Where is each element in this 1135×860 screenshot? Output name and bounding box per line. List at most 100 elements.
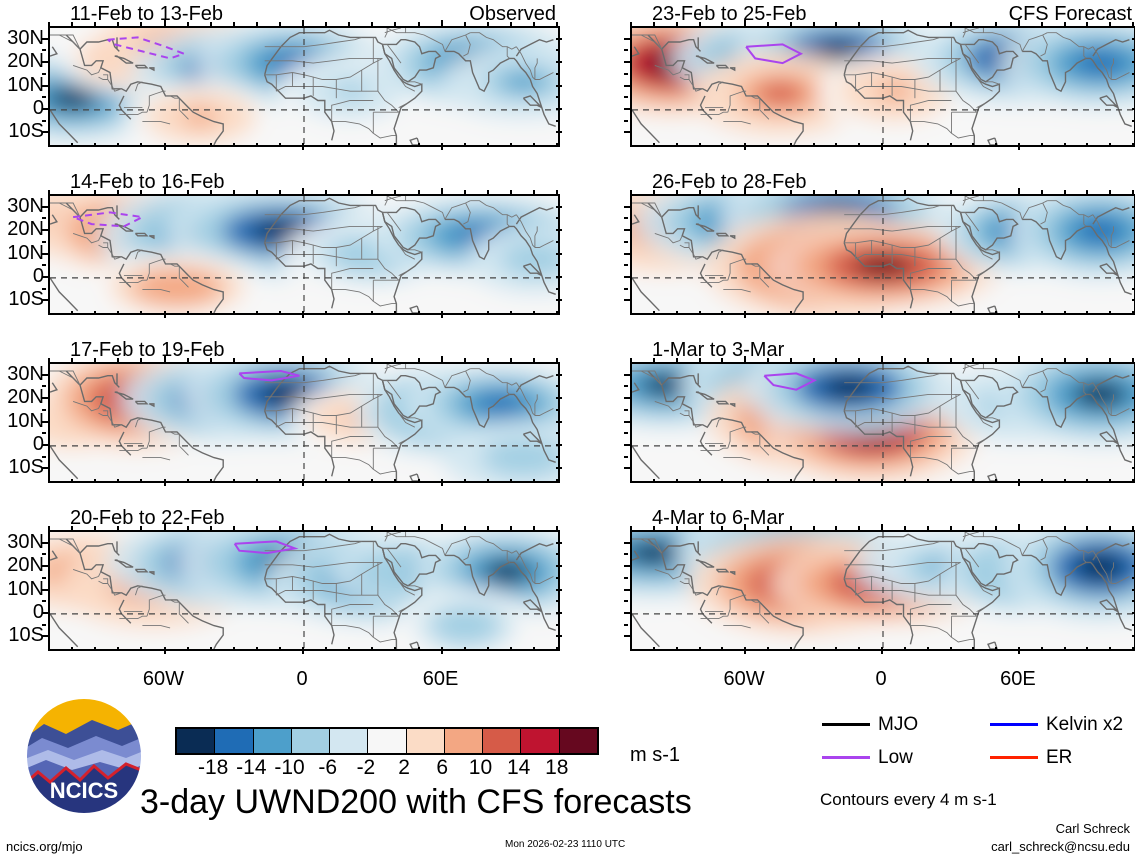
panel-title: 20-Feb to 22-Feb (70, 507, 225, 529)
colorbar-segment (482, 729, 521, 753)
x-tick-marks (630, 647, 1134, 654)
x-tick-marks-top (48, 188, 558, 194)
panel-title: 4-Mar to 6-Mar (652, 507, 785, 529)
x-tick-marks-top (48, 20, 558, 26)
y-tick-marks (624, 26, 637, 143)
colorbar-tick: -14 (236, 756, 267, 779)
x-tick-marks-top (48, 524, 558, 530)
y-axis-label: 0 (32, 264, 44, 287)
site-url: ncics.org/mjo (6, 839, 83, 854)
x-tick-marks (48, 479, 558, 486)
y-axis-label: 10N (7, 73, 44, 96)
ncics-logo: NCICS (22, 694, 146, 818)
legend-line-kelvin-x2 (990, 723, 1038, 726)
column-header-forecast: CFS Forecast (1008, 3, 1132, 25)
y-tick-marks (624, 362, 637, 479)
y-axis-label: 0 (32, 600, 44, 623)
y-axis-label: 20N (7, 386, 44, 409)
legend-label: ER (1046, 747, 1073, 768)
legend-label: MJO (878, 714, 919, 735)
map-plot (630, 530, 1135, 651)
y-tick-marks (42, 194, 55, 311)
y-axis-label: 10S (8, 456, 44, 479)
panel-title: 11-Feb to 13-Feb (70, 3, 224, 25)
colorbar-tick: -18 (197, 756, 229, 779)
panel-title: 23-Feb to 25-Feb (652, 3, 807, 25)
x-tick-marks-top (630, 188, 1134, 194)
y-axis-label: 10S (8, 288, 44, 311)
y-tick-marks (42, 26, 55, 143)
y-axis-label: 0 (32, 432, 44, 455)
page-title: 3-day UWND200 with CFS forecasts (140, 783, 692, 821)
map-plot (48, 362, 560, 483)
x-axis-label: 60W (723, 668, 765, 690)
x-tick-marks-top (630, 356, 1134, 362)
colorbar-tick: -10 (274, 756, 305, 779)
x-tick-marks-top (630, 524, 1134, 530)
x-tick-marks (630, 311, 1134, 318)
panel-title: 1-Mar to 3-Mar (652, 339, 785, 361)
y-axis-label: 10N (7, 409, 44, 432)
x-tick-marks (48, 647, 558, 654)
y-tick-marks (554, 530, 562, 647)
y-tick-marks (624, 530, 637, 647)
colorbar-segment (367, 729, 406, 753)
colorbar-tick: 18 (545, 756, 569, 779)
y-tick-marks (1130, 362, 1135, 479)
map-plot (48, 26, 560, 147)
y-axis-label: 10S (8, 120, 44, 143)
y-tick-marks (554, 194, 562, 311)
colorbar-tick: 10 (468, 756, 493, 779)
y-axis-label: 30N (7, 26, 44, 49)
colorbar-segment (405, 729, 444, 753)
colorbar (175, 727, 599, 755)
colorbar-segment (520, 729, 559, 753)
map-plot (48, 194, 560, 315)
colorbar-segment (290, 729, 330, 753)
map-plot (48, 530, 560, 651)
x-tick-marks (48, 143, 558, 150)
column-header-observed: Observed (469, 3, 556, 25)
legend-line-mjo (822, 723, 870, 726)
panel-title: 14-Feb to 16-Feb (70, 171, 225, 193)
map-plot (630, 362, 1135, 483)
x-axis-label: 60E (1000, 668, 1036, 690)
panel-title: 26-Feb to 28-Feb (652, 171, 807, 193)
map-plot (630, 194, 1135, 315)
y-axis-label: 0 (32, 96, 44, 119)
x-tick-marks (630, 143, 1134, 150)
colorbar-tick: 6 (436, 756, 449, 779)
y-axis-label: 30N (7, 362, 44, 385)
colorbar-segment (443, 729, 483, 753)
colorbar-tick: 2 (398, 756, 410, 779)
y-tick-marks (554, 362, 562, 479)
panel-title: 17-Feb to 19-Feb (70, 339, 225, 361)
y-tick-marks (624, 194, 637, 311)
y-axis-label: 30N (7, 194, 44, 217)
y-axis-label: 10N (7, 577, 44, 600)
legend-label: Low (878, 747, 913, 768)
y-axis-label: 20N (7, 50, 44, 73)
legend-label: Kelvin x2 (1046, 714, 1124, 735)
legend-line-er (990, 756, 1038, 759)
y-axis-label: 30N (7, 530, 44, 553)
x-axis-label: 60W (142, 668, 185, 690)
colorbar-segment (329, 729, 368, 753)
x-tick-marks (48, 311, 558, 318)
colorbar-units-label: m s-1 (630, 744, 680, 766)
map-plot (630, 26, 1135, 147)
colorbar-segment (252, 729, 291, 753)
contour-interval-note: Contours every 4 m s-1 (820, 790, 997, 809)
y-tick-marks (42, 530, 55, 647)
colorbar-segment (558, 729, 597, 753)
y-axis-label: 10S (8, 624, 44, 647)
x-tick-marks (630, 479, 1134, 486)
y-tick-marks (1130, 26, 1135, 143)
x-tick-marks-top (630, 20, 1134, 26)
y-axis-label: 20N (7, 218, 44, 241)
y-axis-label: 10N (7, 241, 44, 264)
y-tick-marks (1130, 194, 1135, 311)
colorbar-tick: 14 (506, 756, 531, 779)
x-axis-label: 60E (422, 668, 459, 690)
author-name: Carl Schreck (1055, 821, 1130, 836)
